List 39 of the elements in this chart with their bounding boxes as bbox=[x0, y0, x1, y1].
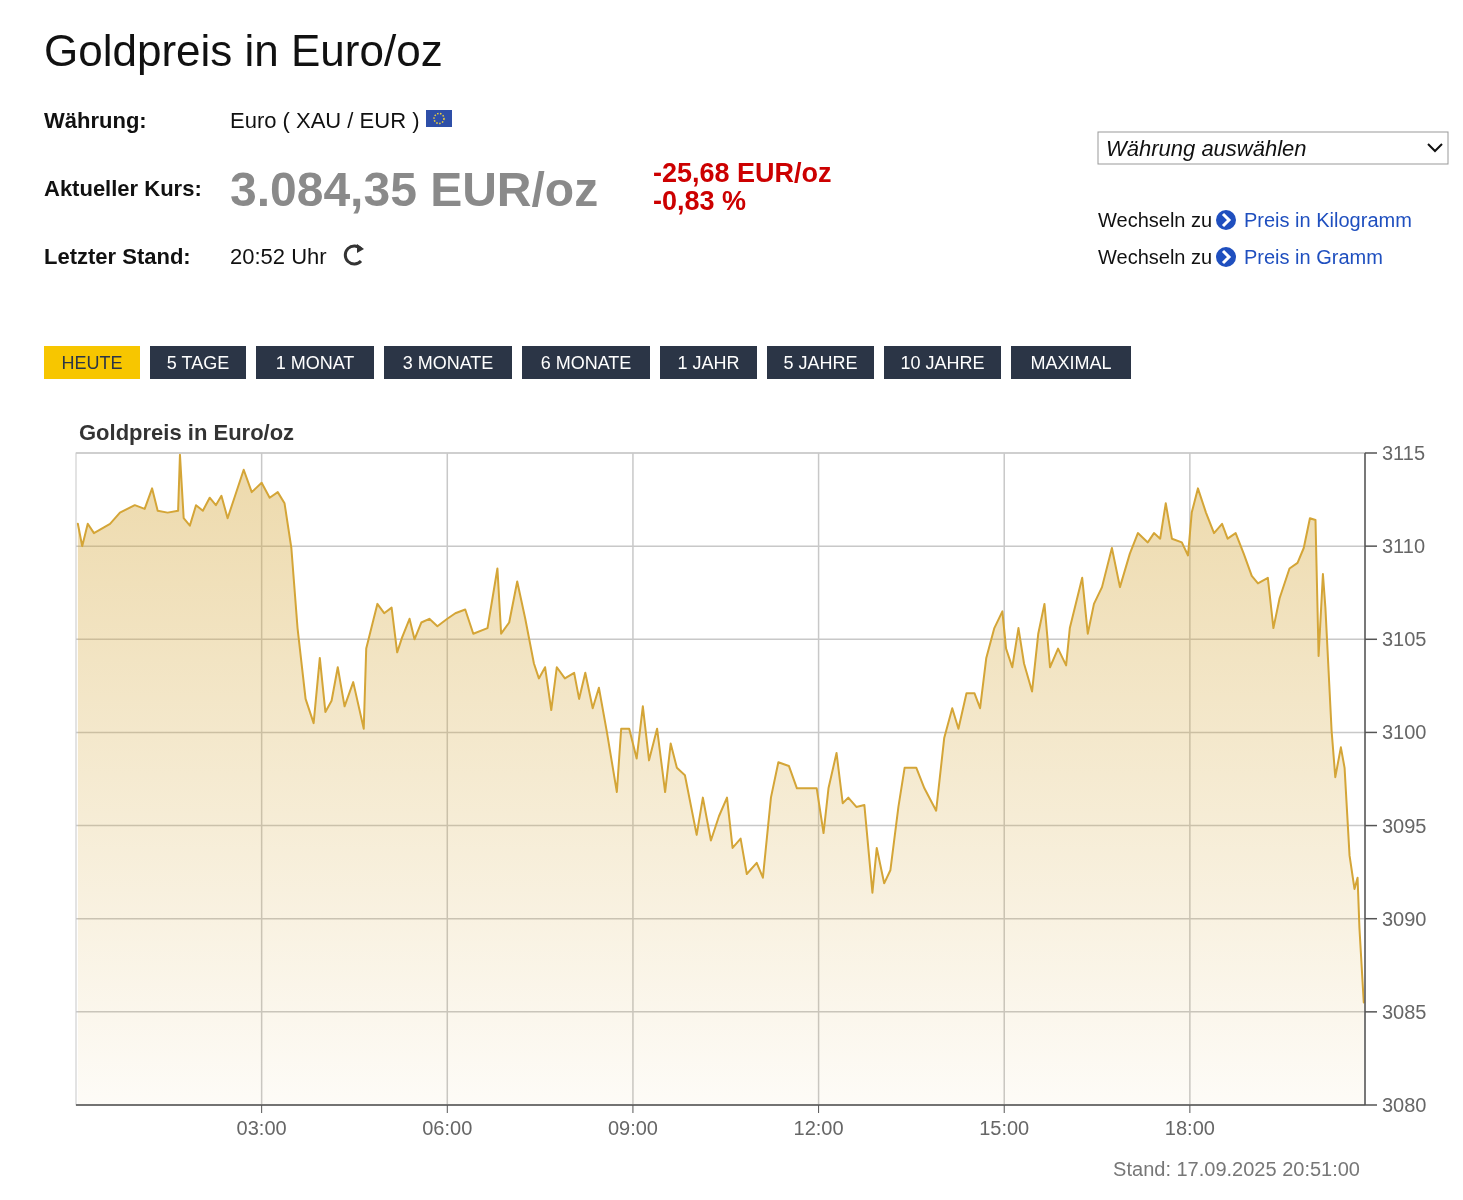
text: 3 MONATE bbox=[402, 353, 494, 373]
x-tick-label: 09:00 bbox=[607, 1117, 658, 1139]
text: 10 JAHRE bbox=[900, 353, 985, 373]
text: -0,83 % bbox=[653, 186, 747, 216]
y-tick-label: 3105 bbox=[1382, 628, 1427, 651]
x-tick-label: 06:00 bbox=[422, 1117, 473, 1139]
y-tick-label: 3100 bbox=[1382, 721, 1427, 744]
text: Stand: 17.09.2025 20:51:00 bbox=[1113, 1158, 1360, 1180]
x-tick-label: 03:00 bbox=[236, 1117, 287, 1139]
chart-title: Goldpreis in Euro/oz bbox=[44, 26, 443, 75]
text: 6 MONATE bbox=[540, 353, 632, 373]
chart-subtitle: Goldpreis in Euro/oz bbox=[79, 420, 295, 445]
y-tick-label: 3115 bbox=[1382, 442, 1426, 464]
text: 1 MONAT bbox=[275, 353, 355, 373]
y-tick-label: 3095 bbox=[1382, 814, 1427, 837]
y-tick-label: 3085 bbox=[1382, 1000, 1427, 1023]
text: Währung: bbox=[44, 108, 147, 133]
text: -25,68 EUR/oz bbox=[653, 158, 832, 188]
y-tick-label: 3090 bbox=[1382, 907, 1427, 930]
text: MAXIMAL bbox=[1030, 353, 1112, 373]
y-tick-label: 3080 bbox=[1382, 1094, 1427, 1116]
text: Euro ( XAU / EUR ) bbox=[230, 108, 420, 133]
text: Wechseln zu bbox=[1098, 209, 1213, 231]
x-tick-label: 12:00 bbox=[793, 1117, 844, 1139]
text: Aktueller Kurs: bbox=[44, 176, 202, 201]
text: HEUTE bbox=[61, 353, 123, 373]
text: 3.084,35 EUR/oz bbox=[230, 163, 599, 216]
text: 20:52 Uhr bbox=[230, 244, 327, 269]
text: Währung auswählen bbox=[1106, 136, 1307, 161]
text: 5 TAGE bbox=[166, 353, 230, 373]
text: Wechseln zu bbox=[1098, 246, 1213, 268]
x-tick-label: 15:00 bbox=[979, 1117, 1030, 1139]
text: Preis in Kilogramm bbox=[1244, 209, 1412, 231]
text: Letzter Stand: bbox=[44, 244, 191, 269]
text: 5 JAHRE bbox=[783, 353, 858, 373]
x-tick-label: 18:00 bbox=[1164, 1117, 1215, 1139]
y-tick-label: 3110 bbox=[1382, 535, 1426, 558]
text: Preis in Gramm bbox=[1244, 246, 1383, 268]
text: 1 JAHR bbox=[677, 353, 740, 373]
